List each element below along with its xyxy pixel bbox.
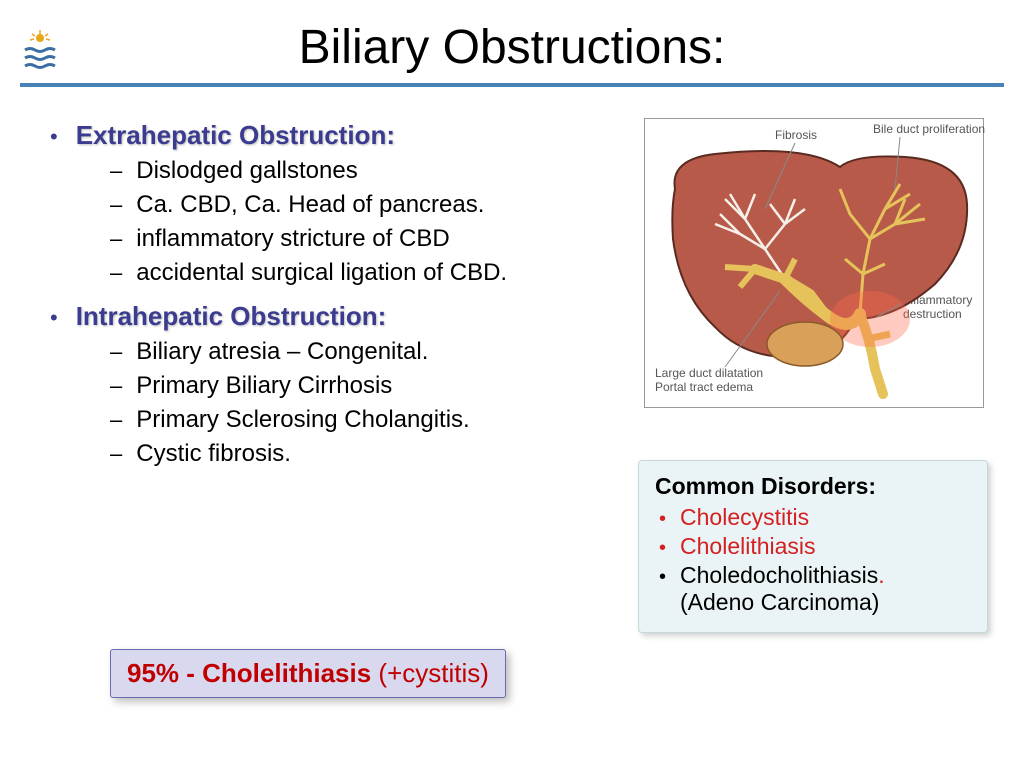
list-item: –accidental surgical ligation of CBD. [110, 259, 610, 287]
section-extrahepatic: • Extrahepatic Obstruction: –Dislodged g… [50, 120, 610, 287]
dash-icon: – [110, 226, 122, 252]
list-item: –Ca. CBD, Ca. Head of pancreas. [110, 191, 610, 219]
diagram-label-bileduct: Bile duct proliferation [873, 122, 985, 136]
dash-icon: – [110, 339, 122, 365]
section-intrahepatic: • Intrahepatic Obstruction: –Biliary atr… [50, 301, 610, 468]
stat-bold: 95% - Cholelithiasis [127, 658, 378, 688]
list-item: –Cystic fibrosis. [110, 440, 610, 468]
stat-rest: (+cystitis) [378, 658, 489, 688]
bullet-dot: • [659, 566, 666, 589]
title-underline [20, 83, 1004, 87]
sub-list: –Dislodged gallstones –Ca. CBD, Ca. Head… [110, 157, 610, 287]
bullet-dot: • [659, 537, 666, 560]
dash-icon: – [110, 158, 122, 184]
heading-label: Intrahepatic Obstruction: [76, 301, 387, 332]
heading-label: Extrahepatic Obstruction: [76, 120, 395, 151]
gallbladder-shape [767, 322, 843, 366]
disorders-box: Common Disorders: • Cholecystitis • Chol… [638, 460, 988, 633]
list-item: –Biliary atresia – Congenital. [110, 338, 610, 366]
bullet-dot: • [50, 126, 58, 148]
diagram-label-portal: Portal tract edema [655, 380, 753, 394]
main-content: • Extrahepatic Obstruction: –Dislodged g… [50, 120, 610, 482]
liver-diagram: Fibrosis Bile duct proliferation Inflamm… [644, 118, 984, 408]
disorder-text: Choledocholithiasis [680, 562, 878, 588]
list-item: –inflammatory stricture of CBD [110, 225, 610, 253]
dash-icon: – [110, 441, 122, 467]
diagram-label-inflam2: destruction [903, 307, 962, 321]
section-heading: • Extrahepatic Obstruction: [50, 120, 610, 151]
disorder-sub: (Adeno Carcinoma) [680, 589, 879, 615]
stat-callout: 95% - Cholelithiasis (+cystitis) [110, 649, 506, 698]
disorder-item: • Cholelithiasis [655, 533, 971, 560]
list-item: –Primary Sclerosing Cholangitis. [110, 406, 610, 434]
title-area: Biliary Obstructions: [0, 0, 1024, 75]
section-heading: • Intrahepatic Obstruction: [50, 301, 610, 332]
disorder-item: • Choledocholithiasis. (Adeno Carcinoma) [655, 562, 971, 616]
slide-logo [20, 28, 60, 78]
bullet-dot: • [659, 508, 666, 531]
list-item: –Dislodged gallstones [110, 157, 610, 185]
page-title: Biliary Obstructions: [299, 20, 726, 75]
disorder-item: • Cholecystitis [655, 504, 971, 531]
sub-list: –Biliary atresia – Congenital. –Primary … [110, 338, 610, 468]
diagram-label-fibrosis: Fibrosis [775, 128, 817, 142]
bullet-dot: • [50, 307, 58, 329]
disorders-title: Common Disorders: [655, 473, 971, 500]
dash-icon: – [110, 373, 122, 399]
diagram-label-large: Large duct dilatation [655, 366, 763, 380]
list-item: –Primary Biliary Cirrhosis [110, 372, 610, 400]
waves-icon [25, 49, 55, 68]
dash-icon: – [110, 192, 122, 218]
sun-icon [30, 30, 50, 42]
dash-icon: – [110, 407, 122, 433]
dash-icon: – [110, 260, 122, 286]
